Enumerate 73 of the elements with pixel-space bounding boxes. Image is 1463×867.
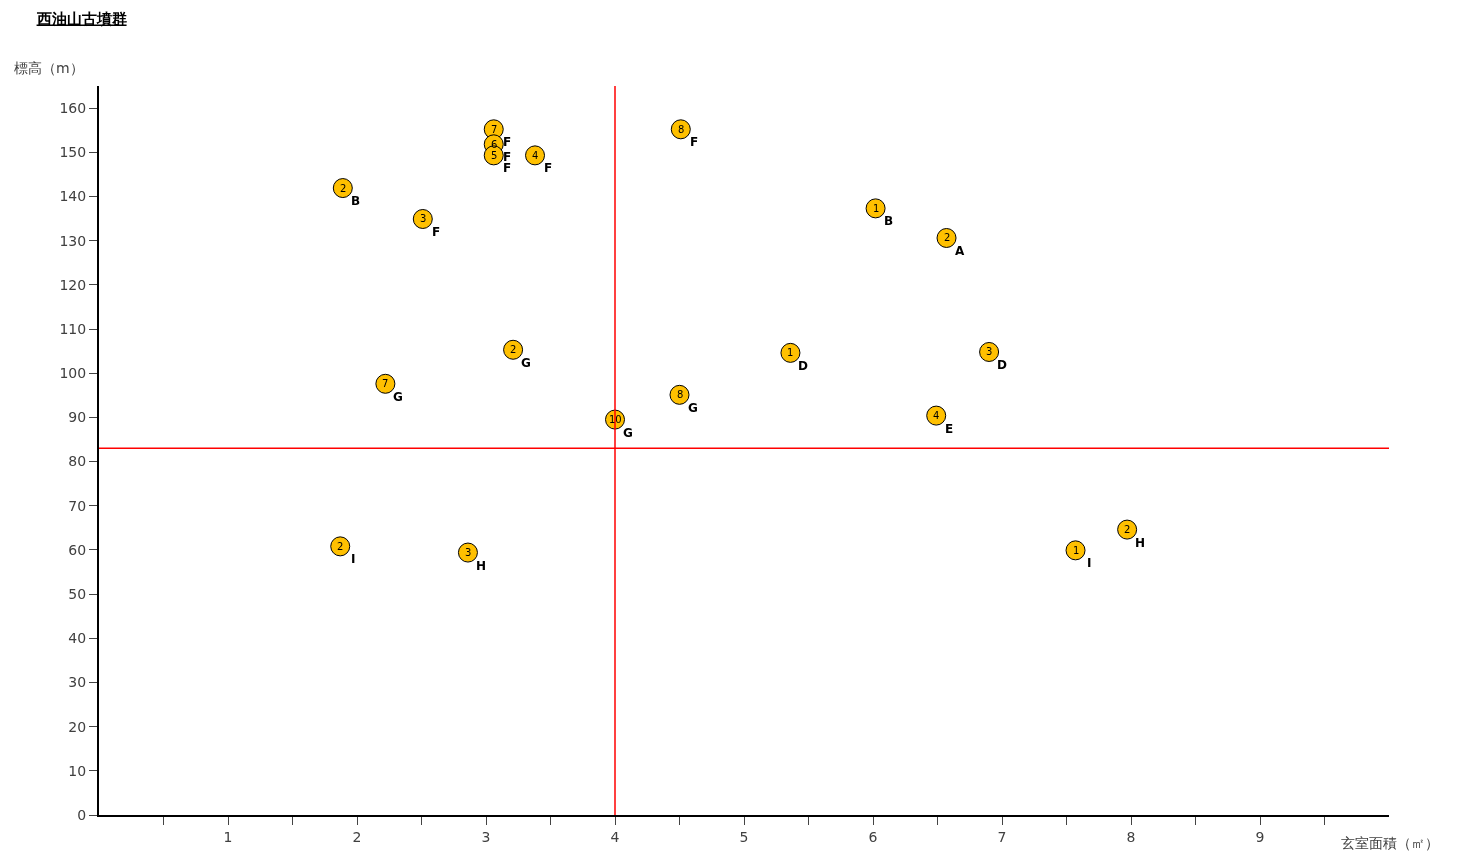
annotation: 1	[873, 203, 880, 214]
y-tick-label: 0	[77, 806, 87, 823]
y-tick-label: 160	[59, 99, 87, 116]
annotation: 7	[491, 124, 498, 135]
annotation: D	[798, 359, 808, 373]
y-tick-label: 110	[59, 320, 87, 337]
y-tick-label: 60	[68, 541, 87, 558]
annotation: G	[521, 356, 531, 370]
annotation: 2	[944, 232, 951, 243]
annotation: 3	[420, 213, 427, 224]
annotation: G	[393, 390, 403, 404]
y-axis-title: 標高（m）	[14, 60, 84, 76]
annotation: F	[432, 225, 441, 239]
y-tick-label: 20	[68, 718, 87, 735]
annotation: B	[884, 214, 894, 228]
annotation: I	[1087, 556, 1092, 570]
point	[780, 342, 801, 363]
x-tick-label: 7	[997, 828, 1007, 845]
x-tick-label: 2	[352, 828, 362, 845]
y-tick-label: 30	[68, 674, 87, 691]
annotation: 5	[491, 150, 498, 161]
x-axis-title: 玄室面積（㎡）	[1341, 835, 1439, 851]
point	[865, 198, 886, 219]
annotation: H	[1135, 536, 1146, 550]
annotation: I	[351, 552, 356, 566]
annotation: B	[351, 194, 361, 208]
annotation: 8	[678, 124, 685, 135]
annotation: F	[503, 161, 512, 175]
y-tick-label: 130	[59, 232, 87, 249]
point	[1065, 540, 1086, 561]
x-tick-label: 1	[223, 828, 233, 845]
y-tick-label: 120	[59, 276, 87, 293]
point	[412, 208, 433, 229]
annotation: F	[503, 150, 512, 164]
x-tick-label: 5	[739, 828, 749, 845]
x-tick-label: 4	[610, 828, 620, 845]
chart-title: 西油山古墳群	[35, 9, 127, 28]
y-tick-label: 150	[59, 144, 87, 161]
x-tick-label: 6	[868, 828, 878, 845]
y-tick-label: 70	[68, 497, 87, 514]
y-tick-label: 100	[59, 365, 87, 382]
point	[979, 341, 1000, 362]
annotation: 2	[1124, 524, 1131, 535]
y-tick-label: 10	[68, 762, 87, 779]
annotation: 8	[677, 389, 684, 400]
annotation: 4	[532, 150, 539, 161]
annotation: E	[945, 422, 954, 436]
y-tick-label: 80	[68, 453, 87, 470]
annotation: G	[623, 426, 633, 440]
annotation: 2	[340, 183, 347, 194]
annotation: 3	[465, 547, 472, 558]
y-tick-label: 140	[59, 188, 87, 205]
annotation: 1	[1073, 545, 1080, 556]
annotation: 2	[337, 541, 344, 552]
point	[457, 542, 478, 563]
y-tick-label: 90	[68, 409, 87, 426]
x-tick-label: 9	[1255, 828, 1265, 845]
annotation: F	[690, 135, 699, 149]
annotation: 4	[933, 410, 940, 421]
y-tick-label: 50	[68, 585, 87, 602]
x-tick-label: 8	[1126, 828, 1136, 845]
annotation: H	[476, 559, 487, 573]
annotation: 1	[787, 347, 794, 358]
annotation: F	[503, 135, 512, 149]
annotation: G	[688, 401, 698, 415]
x-tick-label: 3	[481, 828, 491, 845]
annotation: 7	[382, 378, 389, 389]
annotation: 3	[986, 346, 993, 357]
annotation: A	[955, 244, 965, 258]
annotation: F	[544, 161, 553, 175]
annotation: 2	[510, 344, 517, 355]
annotation: D	[997, 358, 1007, 372]
y-tick-label: 40	[68, 630, 87, 647]
